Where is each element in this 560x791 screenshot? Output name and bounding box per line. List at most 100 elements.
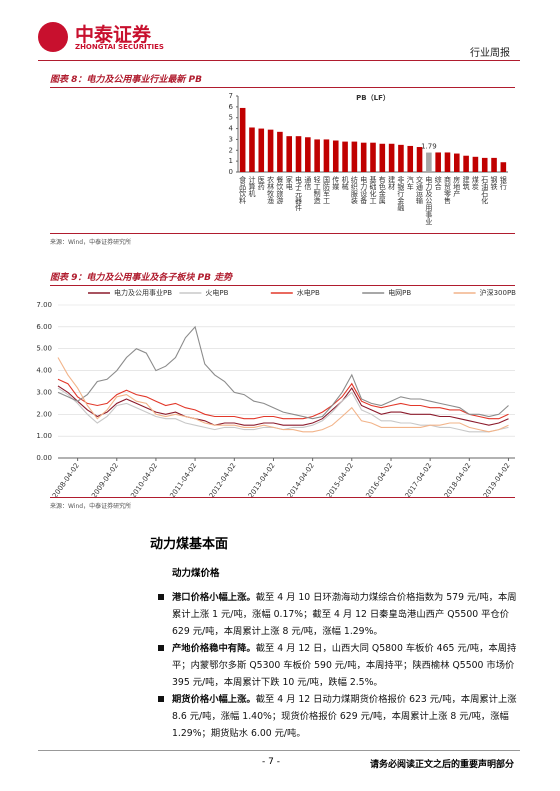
header-rule xyxy=(38,60,520,61)
bar xyxy=(323,139,330,172)
x-tick-label: 2013-04-02 xyxy=(247,462,277,500)
section-subheading: 动力煤价格 xyxy=(172,568,220,579)
y-tick-label: 0.00 xyxy=(36,454,52,462)
logo-mark xyxy=(38,22,68,52)
y-tick-label: 6 xyxy=(229,103,234,111)
x-tick-label: 轻工制造 xyxy=(313,175,321,205)
bar xyxy=(416,147,423,172)
footer-rule xyxy=(38,750,520,751)
x-tick-label: 综合 xyxy=(434,175,442,191)
bar xyxy=(295,136,302,172)
figure-source: 来源：Wind，中泰证券研究所 xyxy=(50,233,515,246)
bar xyxy=(258,128,265,172)
bullet-text: 截至 4 月 10 日环渤海动力煤综合价格指数为 579 元/吨，本周累计上涨 … xyxy=(172,592,517,637)
page-number: - 7 - xyxy=(262,757,280,767)
figure-source: 来源：Wind，中泰证券研究所 xyxy=(50,497,515,510)
x-tick-label: 有色金属 xyxy=(378,175,386,205)
bullet-lead: 产地价格稳中有降。 xyxy=(172,643,256,654)
bullet-text: 截至 4 月 12 日，山西大同 Q5800 车板价 465 元/吨，本周持平；… xyxy=(172,643,517,688)
logo-cn: 中泰证券 xyxy=(75,24,152,46)
section-heading: 动力煤基本面 xyxy=(150,537,229,552)
x-tick-label: 食品饮料 xyxy=(239,175,247,205)
bar xyxy=(500,162,507,172)
bar xyxy=(463,155,469,172)
legend-label: PB（LF） xyxy=(356,94,390,102)
bar xyxy=(342,141,348,172)
y-tick-label: 1 xyxy=(229,157,233,165)
bar xyxy=(491,157,497,172)
x-tick-label: 钢铁 xyxy=(490,175,498,191)
bar xyxy=(370,142,376,172)
x-tick-label: 餐饮旅游 xyxy=(276,175,284,205)
line-chart: 0.00 1.00 2.00 3.00 4.00 5.00 6.00 7.00 2008-04-… xyxy=(36,288,517,500)
legend-label: 电力及公用事业PB xyxy=(114,288,172,297)
bar xyxy=(407,145,414,172)
y-tick-label: 2 xyxy=(229,146,233,154)
x-tick-label: 传媒 xyxy=(332,175,340,191)
x-tick-label: 建材 xyxy=(388,175,396,190)
bar xyxy=(360,142,367,172)
x-tick-label: 2012-04-02 xyxy=(208,462,238,500)
x-tick-label: 2016-04-02 xyxy=(364,462,394,500)
x-tick-label: 2010-04-02 xyxy=(129,462,159,500)
bar xyxy=(398,144,404,172)
bar xyxy=(454,153,460,172)
x-tick-label: 2018-04-02 xyxy=(443,462,473,500)
x-tick-label: 2017-04-02 xyxy=(404,462,434,500)
x-tick-label: 银行 xyxy=(499,175,507,191)
x-tick-label: 通信 xyxy=(304,175,312,191)
x-tick-label: 石油石化 xyxy=(481,176,489,205)
legend-label: 火电PB xyxy=(205,288,228,297)
bar xyxy=(332,140,339,172)
bar xyxy=(267,129,274,172)
report-type: 行业周报 xyxy=(470,48,510,59)
data-label: 1.79 xyxy=(421,143,437,151)
bar xyxy=(379,143,386,172)
x-tick-label: 机械 xyxy=(341,175,349,191)
legend-label: 电网PB xyxy=(388,288,411,297)
x-tick-label: 基础化工 xyxy=(369,175,377,204)
x-tick-label: 2015-04-02 xyxy=(325,462,355,500)
y-tick-label: 0 xyxy=(229,168,233,176)
bullet: 港口价格小幅上涨。截至 4 月 10 日环渤海动力煤综合价格指数为 579 元/… xyxy=(158,589,517,640)
bar xyxy=(435,152,441,172)
figure-title: 图表 9：电力及公用事业及各子板块 PB 走势 xyxy=(50,270,515,286)
bar xyxy=(239,107,246,172)
y-tick-label: 1.00 xyxy=(36,432,52,440)
bar xyxy=(444,152,451,172)
x-tick-label: 非银行金融 xyxy=(397,175,405,212)
x-tick-label: 建筑 xyxy=(462,175,470,191)
x-tick-label: 计算机 xyxy=(248,175,256,198)
x-tick-label: 电子元器件 xyxy=(295,175,303,212)
figure-title: 图表 8：电力及公用事业行业最新 PB xyxy=(50,72,515,88)
x-tick-label: 2011-04-02 xyxy=(168,462,198,500)
y-tick-label: 4 xyxy=(229,125,234,133)
y-tick-label: 3.00 xyxy=(36,388,52,396)
x-tick-label: 商贸零售 xyxy=(443,175,451,205)
legend-label: 沪深300PB xyxy=(480,288,517,297)
series-line xyxy=(57,357,509,433)
bar xyxy=(481,157,488,172)
bar xyxy=(277,131,283,172)
bar xyxy=(426,152,432,172)
disclaimer: 请务必阅读正文之后的重要声明部分 xyxy=(370,760,515,770)
bullet-text: 截至 4 月 12 日动力煤期货价格报价 623 元/吨，本周累计上涨 8.6 … xyxy=(172,694,517,739)
series-line xyxy=(57,378,509,420)
bullet: 期货价格小幅上涨。截至 4 月 12 日动力煤期货价格报价 623 元/吨，本周… xyxy=(158,691,517,742)
bar-chart: 0 1 2 3 4 5 6 7 PB（LF） 食品饮料 计算机 医药 农林牧渔 餐饮旅游 家电 电子元器件 通信… xyxy=(229,92,508,225)
bar xyxy=(351,141,358,172)
x-tick-label: 2014-04-02 xyxy=(286,462,316,500)
x-tick-label: 电力及公用事业 xyxy=(425,175,433,225)
bar xyxy=(388,143,395,172)
bar xyxy=(249,127,255,172)
x-tick-label: 2008-04-02 xyxy=(51,462,81,500)
x-tick-label: 2019-04-02 xyxy=(482,462,512,500)
x-tick-label: 纺织服装 xyxy=(350,175,358,205)
bar xyxy=(286,136,292,172)
x-tick-label: 汽车 xyxy=(406,175,414,191)
y-tick-label: 7 xyxy=(229,92,233,100)
x-tick-label: 房地产 xyxy=(453,175,461,198)
bullet-lead: 期货价格小幅上涨。 xyxy=(172,694,256,705)
bullet-lead: 港口价格小幅上涨。 xyxy=(172,592,256,603)
series-line xyxy=(57,325,509,420)
